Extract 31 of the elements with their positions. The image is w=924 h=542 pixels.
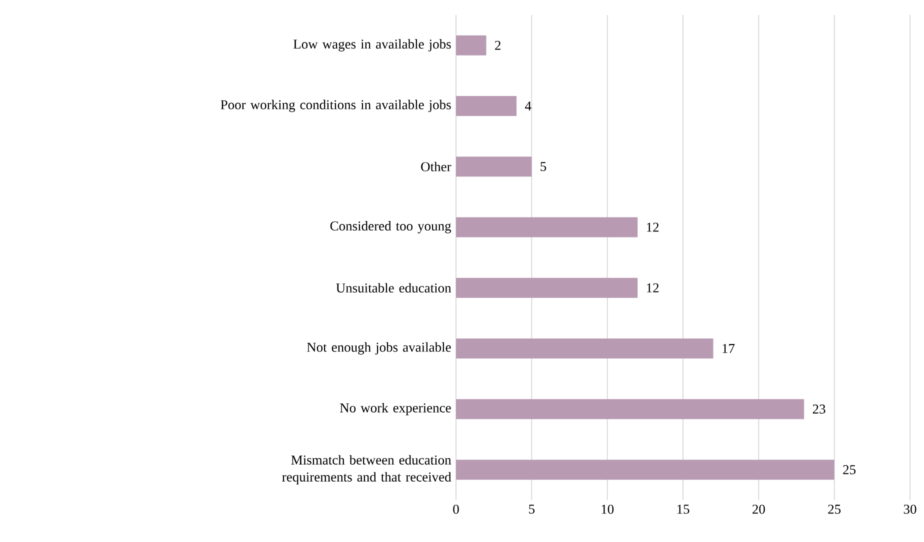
data-label: 4 bbox=[525, 101, 532, 110]
bar bbox=[456, 156, 532, 177]
y-tick-label: Low wages in available jobs bbox=[293, 39, 451, 52]
x-tick-label: 25 bbox=[828, 504, 841, 514]
y-tick-label: No work experience bbox=[340, 402, 451, 416]
y-tick-label: Poor working conditions in available jobs bbox=[220, 100, 451, 112]
y-tick-label: Other bbox=[421, 162, 452, 172]
data-label: 12 bbox=[646, 283, 659, 292]
bar bbox=[456, 399, 804, 420]
data-label: 17 bbox=[722, 344, 735, 353]
y-tick-label: Considered too young bbox=[330, 221, 452, 234]
y-tick-label: Unsuitable education bbox=[336, 283, 452, 293]
x-tick-label: 10 bbox=[602, 504, 614, 514]
data-label: 2 bbox=[495, 40, 500, 50]
bar bbox=[456, 460, 834, 480]
x-tick-label: 0 bbox=[453, 504, 459, 514]
data-label: 23 bbox=[812, 404, 826, 414]
data-label: 5 bbox=[540, 162, 546, 172]
data-label: 25 bbox=[843, 465, 856, 474]
bar bbox=[456, 217, 638, 238]
x-tick-label: 15 bbox=[677, 504, 690, 514]
data-label: 12 bbox=[646, 222, 659, 232]
x-tick-label: 30 bbox=[904, 504, 916, 514]
x-tick-label: 20 bbox=[752, 504, 765, 514]
y-tick-label: Not enough jobs available bbox=[306, 342, 451, 355]
x-tick-label: 5 bbox=[529, 504, 535, 514]
bar bbox=[456, 338, 714, 358]
bar bbox=[456, 96, 517, 116]
y-tick-label: Mismatch between education requirements and that received bbox=[282, 455, 452, 484]
bar bbox=[456, 278, 638, 298]
bar bbox=[456, 35, 486, 56]
